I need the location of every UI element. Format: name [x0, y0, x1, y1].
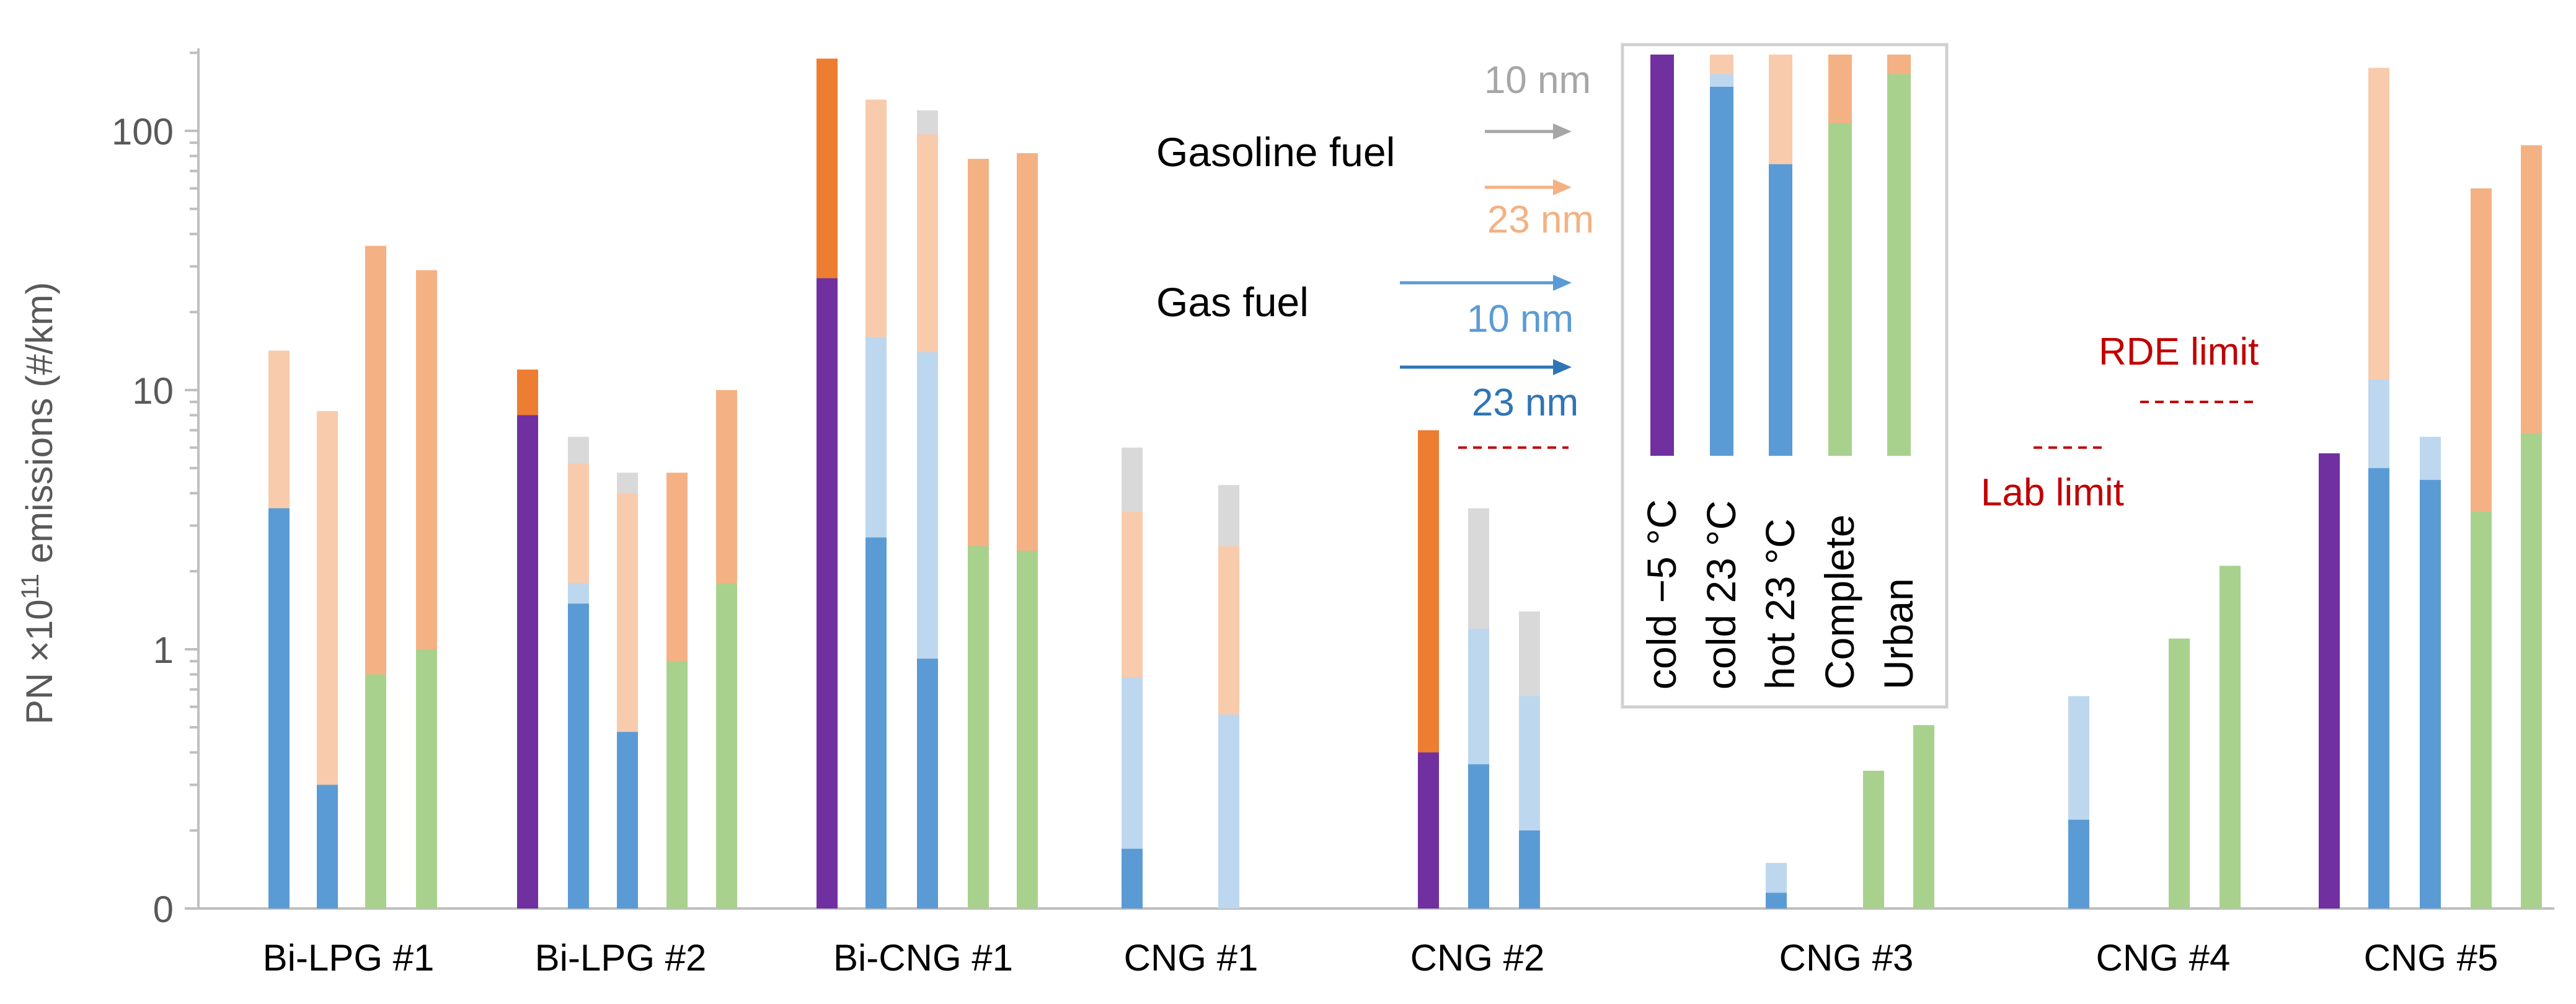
legend-item-label: hot 23 °C: [1757, 518, 1803, 690]
arrow-gas-10nm-head: [1553, 275, 1572, 291]
bar-gas-23nm: [2471, 511, 2492, 908]
y-tick-label: 100: [112, 111, 174, 153]
category-label: CNG #3: [1779, 937, 1914, 979]
bar-gas-23nm: [317, 784, 338, 908]
bars-layer: [268, 58, 2542, 909]
y-axis-label: PN ×1011 emissions (#/km): [17, 282, 60, 724]
legend-swatch-bar: [1828, 123, 1852, 456]
bar-gas-23nm: [1122, 848, 1143, 908]
legend-item-label: Urban: [1875, 578, 1921, 690]
bar-gas-23nm: [1017, 551, 1038, 908]
y-tick-label: 0: [153, 889, 174, 930]
y-tick-label: 1: [153, 629, 174, 671]
legend-swatch-bar: [1769, 164, 1792, 456]
legend-item-label: cold 23 °C: [1698, 500, 1744, 690]
lab-limit-label: Lab limit: [1981, 471, 2124, 514]
legend-gasoline-10nm-label: 10 nm: [1484, 59, 1591, 102]
category-label: Bi-LPG #1: [263, 937, 435, 979]
bar-gas-23nm: [517, 415, 538, 908]
bar-gas-23nm: [865, 537, 887, 908]
category-label: CNG #2: [1410, 937, 1545, 979]
bar-gas-23nm: [716, 583, 737, 908]
bar-gas-23nm: [365, 674, 386, 908]
bar-gas-23nm: [2420, 479, 2441, 908]
bar-gas-23nm: [268, 508, 290, 908]
bar-gas-23nm: [1468, 764, 1489, 908]
y-tick-label: 10: [132, 370, 174, 412]
category-label: CNG #4: [2096, 937, 2231, 979]
bar-gas-23nm: [1863, 770, 1884, 908]
legend: Gasoline fuel Gas fuel 10 nm 23 nm 10 nm 23 n…: [1156, 43, 1949, 709]
legend-gas-23nm-label: 23 nm: [1472, 381, 1578, 424]
legend-item-label: Complete: [1817, 515, 1862, 690]
bar-gas-23nm: [416, 649, 437, 908]
legend-gasoline-fuel-label: Gasoline fuel: [1156, 129, 1395, 175]
category-label: CNG #1: [1124, 937, 1259, 979]
limits-layer: RDE limit Lab limit: [1458, 331, 2259, 514]
arrow-gasoline-23nm-head: [1553, 179, 1572, 195]
bar-gas-23nm: [568, 603, 589, 908]
legend-gasoline-23nm-label: 23 nm: [1487, 198, 1594, 241]
legend-gas-fuel-label: Gas fuel: [1156, 279, 1309, 325]
bar-gas-23nm: [2068, 819, 2089, 908]
category-label: Bi-LPG #2: [535, 937, 707, 979]
bar-gas-23nm: [817, 278, 838, 908]
bar-gas-23nm: [2319, 453, 2340, 908]
bar-gas-23nm: [968, 546, 989, 908]
bar-gas-23nm: [1766, 892, 1787, 908]
arrow-gasoline-10nm-head: [1553, 123, 1572, 140]
bar-gas-23nm: [2169, 638, 2190, 908]
legend-swatch-bar: [1710, 86, 1733, 456]
axes-layer: [185, 48, 2554, 910]
bar-gas-23nm: [2220, 566, 2241, 908]
bar-gas-23nm: [2368, 468, 2389, 908]
legend-gas-10nm-label: 10 nm: [1467, 298, 1573, 340]
arrow-gas-23nm-head: [1553, 359, 1572, 375]
rde-limit-label: RDE limit: [2099, 331, 2259, 373]
bar-gas-23nm: [1418, 752, 1439, 908]
bar-gas-23nm: [666, 661, 688, 908]
bar-gas-10nm: [1218, 714, 1239, 908]
legend-item-label: cold −5 °C: [1639, 499, 1684, 690]
bar-gas-23nm: [617, 732, 638, 908]
legend-swatch-bar: [1887, 74, 1911, 456]
legend-swatch-bar: [1650, 55, 1674, 456]
category-label: CNG #5: [2364, 937, 2499, 979]
bar-gas-23nm: [2521, 433, 2542, 908]
bar-gas-23nm: [1519, 830, 1540, 908]
bar-gas-23nm: [917, 659, 938, 908]
labels-layer: 0 1 10 100 PN ×1011 emissions (#/km) Bi-LPG #…: [17, 111, 2498, 979]
category-label: Bi-CNG #1: [833, 937, 1013, 979]
bar-gas-23nm: [1913, 725, 1934, 908]
